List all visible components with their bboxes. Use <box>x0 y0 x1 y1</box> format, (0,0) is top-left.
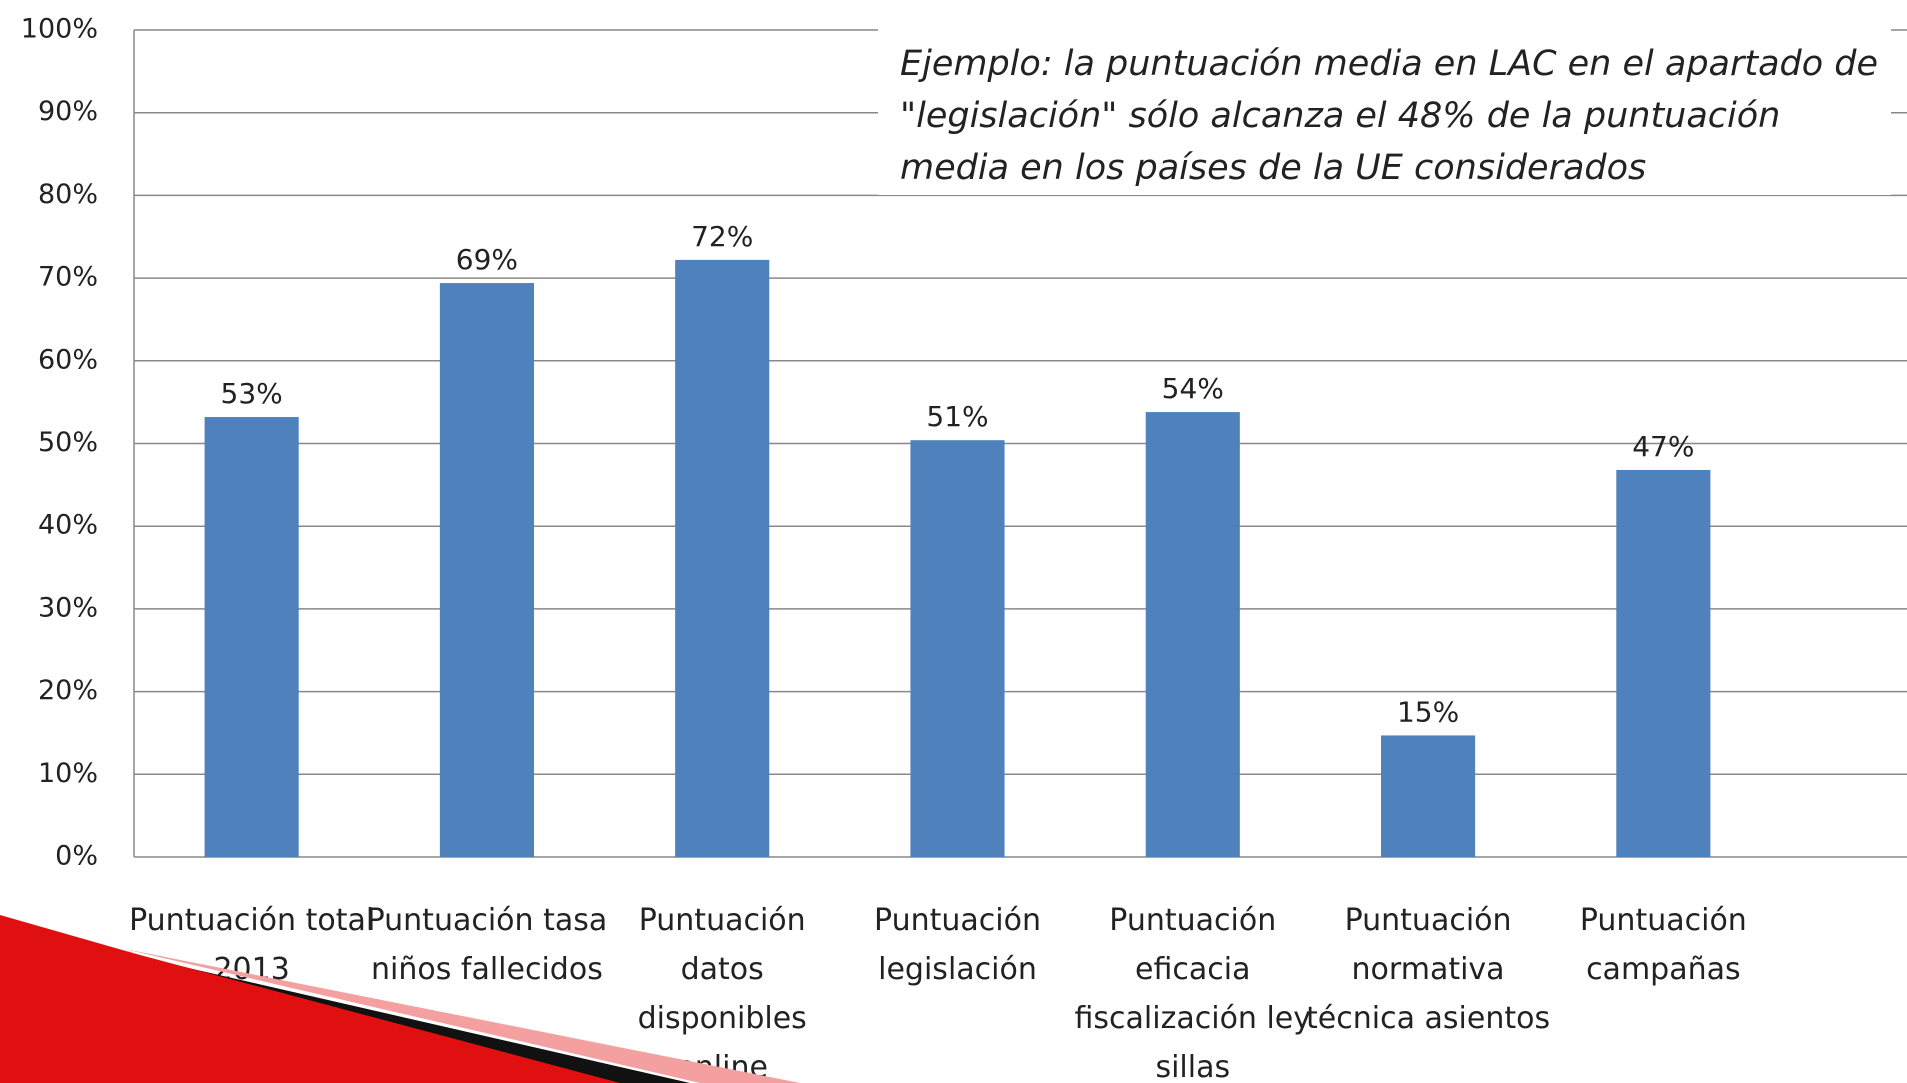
bar <box>910 440 1005 857</box>
y-tick-label: 30% <box>38 592 98 623</box>
y-tick-label: 80% <box>38 179 98 210</box>
bar <box>675 259 770 857</box>
bar <box>439 283 534 857</box>
y-tick-label: 0% <box>55 841 98 872</box>
annotation: Ejemplo: la puntuación media en LAC en e… <box>900 44 1878 84</box>
x-tick-label: Puntuación legislación <box>874 903 1041 987</box>
y-tick-label: 40% <box>38 510 98 541</box>
x-tick-label: Puntuación datos disponibles online <box>637 903 807 1083</box>
bar <box>1145 412 1240 857</box>
x-tick-label: Puntuación normativa técnica asientos <box>1306 903 1551 1036</box>
annotation-box <box>878 0 1891 195</box>
y-tick-label: 70% <box>38 262 98 293</box>
bar <box>204 417 299 857</box>
y-tick-label: 20% <box>38 675 98 706</box>
y-tick-label: 10% <box>38 758 98 789</box>
annotation: "legislación" sólo alcanza el 48% de la … <box>900 96 1780 136</box>
data-label: 69% <box>456 243 518 276</box>
data-label: 47% <box>1632 430 1694 463</box>
data-label: 53% <box>221 377 283 410</box>
data-label: 15% <box>1397 695 1459 728</box>
data-label: 54% <box>1162 372 1224 405</box>
bar <box>1616 469 1711 857</box>
x-tick-label: Puntuación campañas <box>1579 903 1747 987</box>
y-tick-label: 50% <box>38 427 98 458</box>
x-tick-label: Puntuación total 2013 <box>129 903 375 987</box>
y-tick-label: 60% <box>38 344 98 375</box>
x-tick-label: Puntuación eficacia fiscalización ley si… <box>1074 903 1312 1083</box>
x-tick-label: Puntuación tasa niños fallecidos <box>366 903 608 987</box>
annotation: media en los países de la UE considerado… <box>900 148 1646 188</box>
y-tick-label: 100% <box>21 14 98 45</box>
data-label: 51% <box>926 400 988 433</box>
y-tick-label: 90% <box>38 96 98 127</box>
bar <box>1381 735 1476 857</box>
data-label: 72% <box>691 220 753 253</box>
